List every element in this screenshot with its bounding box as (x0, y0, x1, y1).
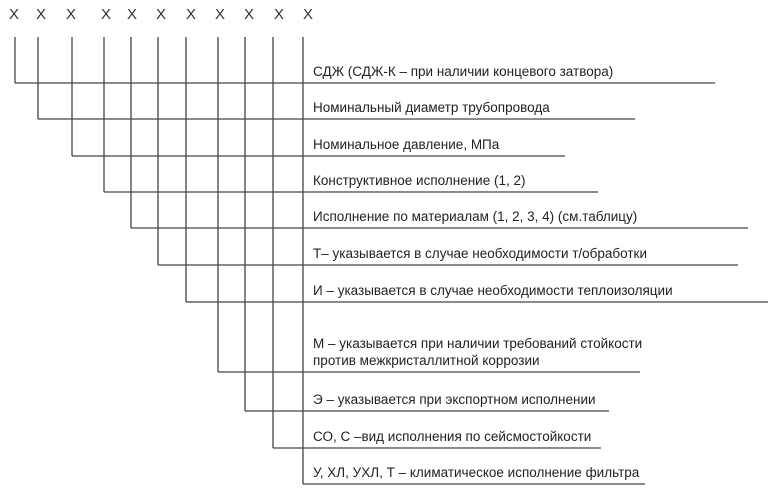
code-position-marker: Х (243, 6, 254, 23)
code-position-marker: Х (8, 6, 19, 23)
code-position-marker: Х (126, 6, 137, 23)
designation-label: Исполнение по материалам (1, 2, 3, 4) (с… (313, 209, 638, 224)
code-position-marker: Х (185, 6, 196, 23)
code-position-marker: Х (273, 6, 284, 23)
designation-label: Конструктивное исполнение (1, 2) (313, 173, 526, 188)
designation-label: СО, С –вид исполнения по сейсмостойкости (313, 429, 592, 444)
code-position-marker: Х (35, 6, 46, 23)
designation-label: Т– указывается в случае необходимости т/… (313, 246, 647, 261)
code-position-marker: Х (65, 6, 76, 23)
designation-label: Номинальный диаметр трубопровода (313, 100, 550, 115)
designation-label: М – указывается при наличии требований с… (313, 336, 643, 368)
designation-label: Э – указывается при экспортном исполнени… (313, 392, 596, 407)
designation-label: Номинальное давление, МПа (313, 137, 500, 152)
designation-label: У, ХЛ, УХЛ, Т – климатическое исполнение… (313, 465, 640, 480)
code-position-marker: Х (100, 6, 111, 23)
designation-label: И – указывается в случае необходимости т… (313, 283, 673, 298)
code-position-marker: Х (155, 6, 166, 23)
designation-label: СДЖ (СДЖ-К – при наличии концевого затво… (313, 64, 614, 79)
code-position-marker: Х (302, 6, 313, 23)
code-position-marker: Х (214, 6, 225, 23)
